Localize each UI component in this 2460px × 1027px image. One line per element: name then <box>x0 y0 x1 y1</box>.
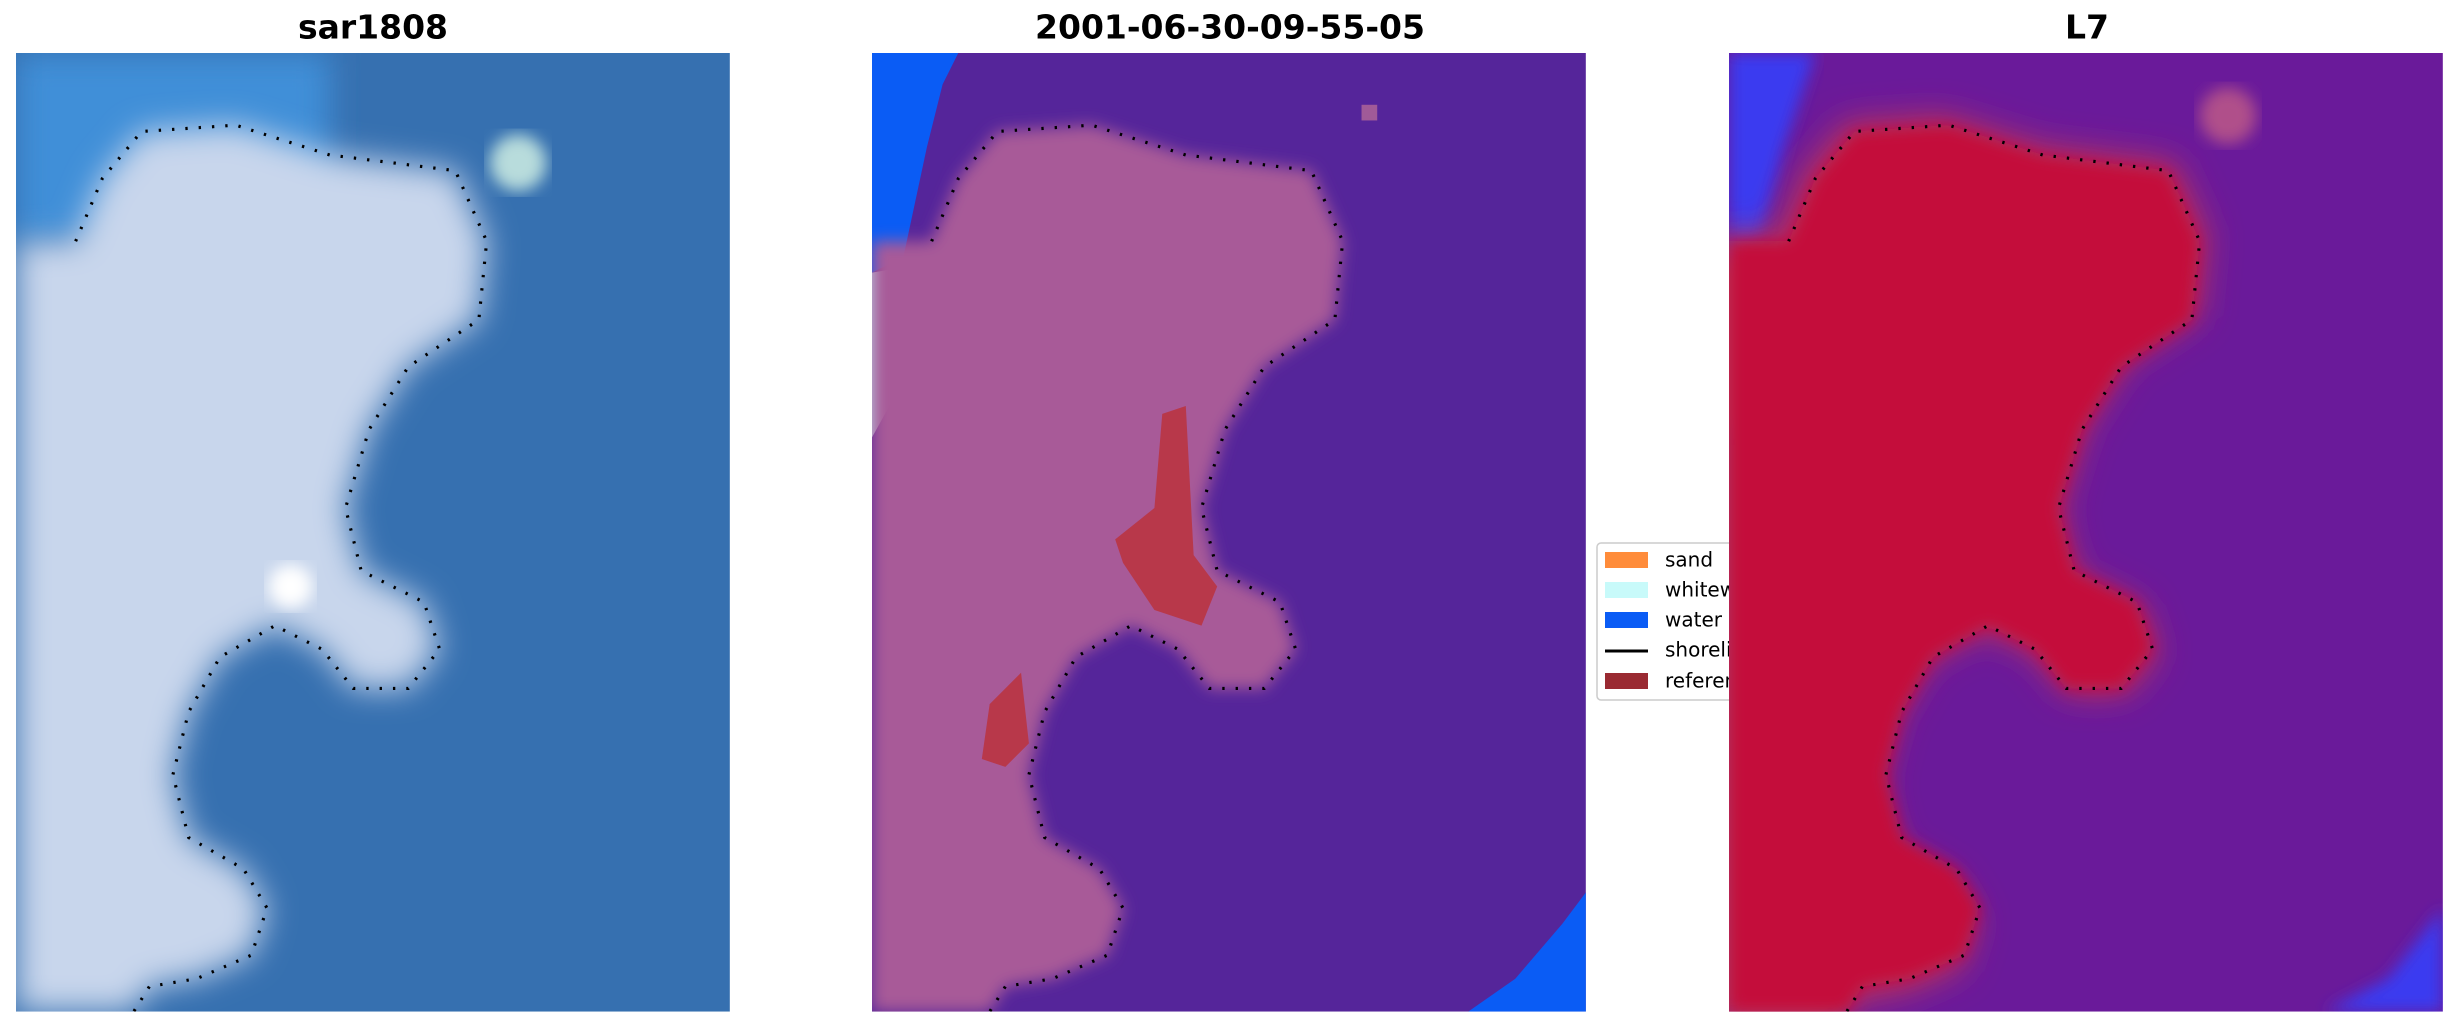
legend-patch <box>1605 582 1648 598</box>
legend-patch <box>1605 612 1648 628</box>
image-panel <box>872 53 1586 1012</box>
panel-title: 2001-06-30-09-55-05 <box>1035 8 1425 47</box>
legend-label: sand <box>1665 548 1713 572</box>
panel-title: sar1808 <box>298 8 448 47</box>
legend-patch <box>1605 552 1648 568</box>
panel-title: L7 <box>2065 8 2109 47</box>
image-panel <box>1729 53 2443 1012</box>
legend-patch <box>1605 673 1648 689</box>
legend-label: water <box>1665 608 1723 632</box>
image-panel <box>16 53 730 1012</box>
